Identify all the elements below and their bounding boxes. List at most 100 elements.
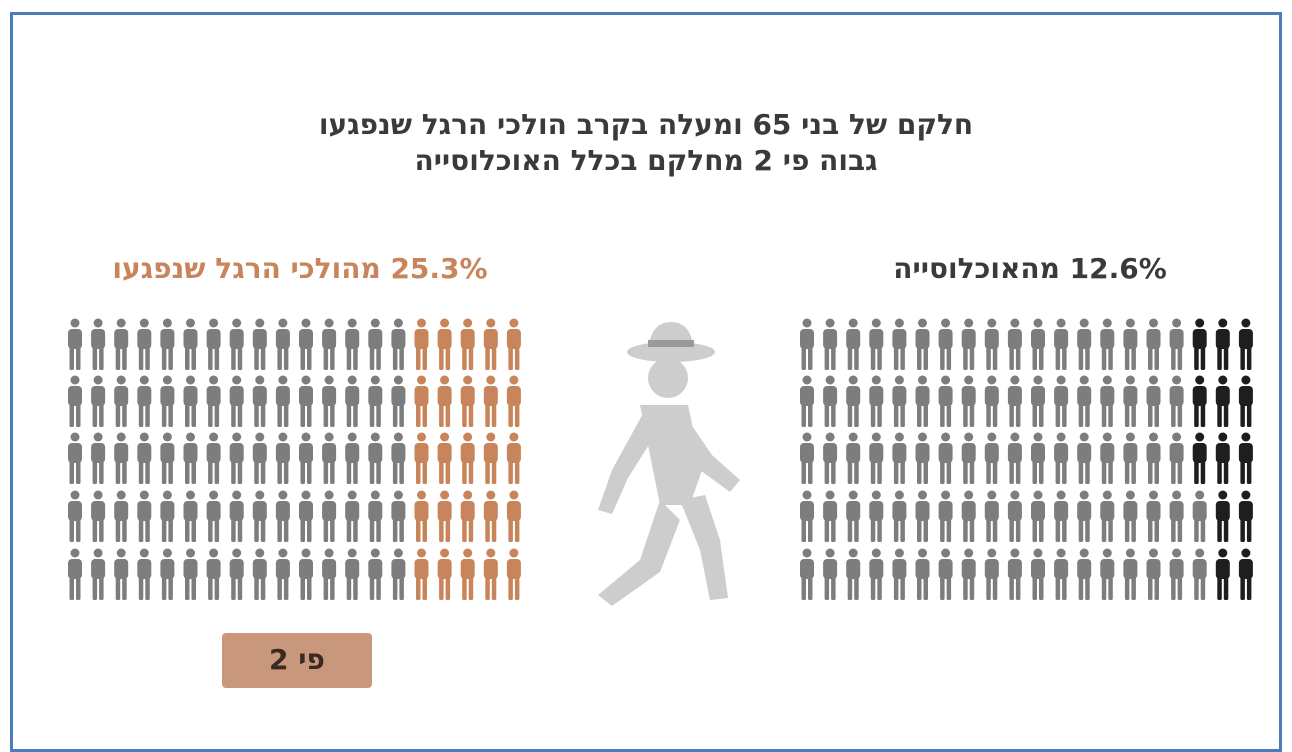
person-icon <box>229 375 244 427</box>
person-icon <box>938 432 953 484</box>
person-icon <box>137 318 152 370</box>
person-icon <box>1238 432 1253 484</box>
page: חלקם של בני 65 ומעלה בקרב הולכי הרגל שנפ… <box>10 12 1282 752</box>
person-icon <box>938 318 953 370</box>
person-icon <box>391 490 406 542</box>
person-icon <box>137 548 152 600</box>
person-icon <box>1238 375 1253 427</box>
person-icon <box>1007 375 1022 427</box>
person-icon <box>984 318 999 370</box>
person-icon <box>1054 375 1069 427</box>
person-icon <box>1100 432 1115 484</box>
person-icon <box>1100 548 1115 600</box>
person-icon <box>915 490 930 542</box>
person-icon <box>506 548 521 600</box>
person-icon <box>1192 375 1207 427</box>
person-icon <box>1031 375 1045 427</box>
person-icon <box>322 490 337 542</box>
person-icon <box>938 490 953 542</box>
person-icon <box>1123 490 1138 542</box>
person-icon <box>160 548 175 600</box>
person-icon <box>1215 318 1230 370</box>
person-icon <box>183 375 198 427</box>
person-icon <box>114 432 129 484</box>
person-icon <box>1123 432 1138 484</box>
person-icon <box>91 548 106 600</box>
person-icon <box>800 548 814 600</box>
person-icon <box>823 490 838 542</box>
person-icon <box>1031 548 1045 600</box>
person-icon <box>206 375 221 427</box>
person-icon <box>414 548 429 600</box>
person-icon <box>800 432 814 484</box>
person-icon <box>391 432 406 484</box>
title: חלקם של בני 65 ומעלה בקרב הולכי הרגל שנפ… <box>318 108 974 141</box>
person-icon <box>1077 318 1092 370</box>
person-icon <box>114 490 129 542</box>
person-icon <box>91 318 106 370</box>
person-icon <box>1054 548 1069 600</box>
person-icon <box>1054 432 1069 484</box>
person-icon <box>1007 490 1022 542</box>
person-icon <box>800 490 814 542</box>
person-icon <box>275 318 290 370</box>
person-icon <box>368 318 383 370</box>
person-icon <box>252 548 267 600</box>
panel-label: 12.6% מהאוכלוסייה <box>893 252 1167 285</box>
person-icon <box>299 375 313 427</box>
person-icon <box>823 375 838 427</box>
person-icon <box>229 318 244 370</box>
person-icon <box>1123 318 1138 370</box>
person-icon <box>299 490 313 542</box>
person-icon <box>252 490 267 542</box>
person-icon <box>1192 318 1207 370</box>
person-icon <box>437 432 452 484</box>
person-icon <box>460 375 475 427</box>
person-icon <box>391 375 406 427</box>
person-icon <box>183 432 198 484</box>
person-icon <box>1215 490 1230 542</box>
person-icon <box>345 318 360 370</box>
person-icon <box>275 432 290 484</box>
person-icon <box>1031 318 1045 370</box>
person-icon <box>1238 318 1253 370</box>
person-icon <box>137 375 152 427</box>
icons <box>68 318 1253 606</box>
person-icon <box>345 548 360 600</box>
subtitle: גבוה פי 2 מחלקם בכלל האוכלוסייה <box>414 144 878 177</box>
person-icon <box>414 318 429 370</box>
person-icon <box>1215 375 1230 427</box>
person-icon <box>1146 490 1161 542</box>
person-icon <box>1123 548 1138 600</box>
person-icon <box>506 432 521 484</box>
person-icon <box>915 375 930 427</box>
person-icon <box>892 318 907 370</box>
person-icon <box>961 490 976 542</box>
person-icon <box>506 490 521 542</box>
person-icon <box>1169 548 1184 600</box>
person-icon <box>160 375 175 427</box>
person-icon <box>823 318 838 370</box>
person-icon <box>1169 490 1184 542</box>
person-icon <box>160 318 175 370</box>
person-icon <box>846 318 861 370</box>
person-icon <box>68 375 82 427</box>
person-icon <box>869 432 884 484</box>
person-icon <box>1007 318 1022 370</box>
person-icon <box>322 548 337 600</box>
person-icon <box>1192 548 1207 600</box>
person-icon <box>414 432 429 484</box>
person-icon <box>299 548 313 600</box>
person-icon <box>483 548 498 600</box>
person-icon <box>437 490 452 542</box>
person-icon <box>68 432 82 484</box>
person-icon <box>846 548 861 600</box>
person-icon <box>160 432 175 484</box>
person-icon <box>892 375 907 427</box>
person-icon <box>345 490 360 542</box>
person-icon <box>299 318 313 370</box>
person-icon <box>229 548 244 600</box>
person-icon <box>483 375 498 427</box>
person-icon <box>984 432 999 484</box>
person-icon <box>91 490 106 542</box>
